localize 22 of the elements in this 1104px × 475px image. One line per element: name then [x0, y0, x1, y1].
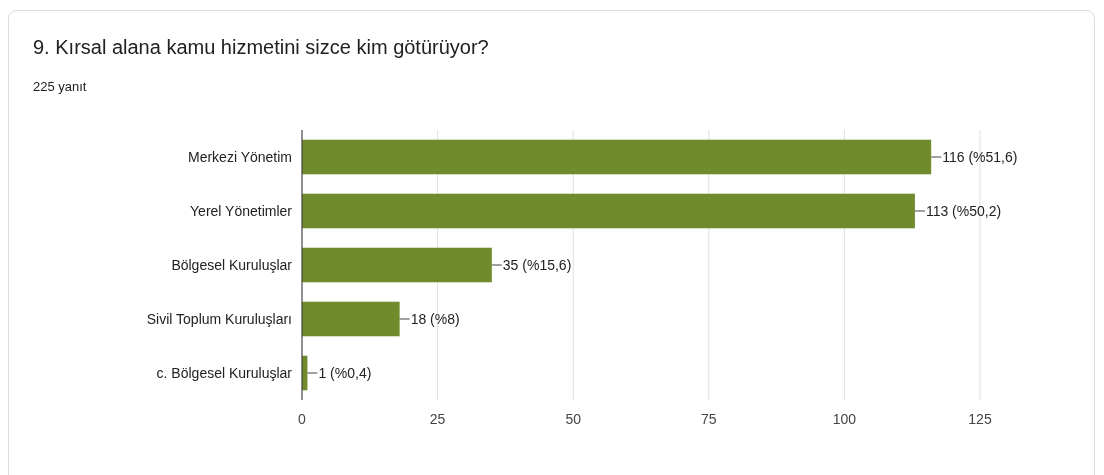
x-tick-label: 75	[701, 411, 717, 427]
data-label: 1 (%0,4)	[318, 364, 372, 381]
x-tick-label: 100	[832, 411, 857, 427]
x-tick-label: 25	[429, 411, 446, 427]
x-tick-label: 50	[565, 411, 582, 427]
data-label: 116 (%51,6)	[942, 148, 1018, 165]
data-label: 35 (%15,6)	[502, 256, 572, 273]
x-tick-label: 0	[298, 411, 307, 427]
text: 225 yanıt	[33, 79, 87, 94]
bar	[302, 247, 492, 283]
y-tick-label: Sivil Toplum Kuruluşları	[146, 310, 292, 327]
chart-title: 9. Kırsal alana kamu hizmetini sizce kim götürüyor?	[33, 36, 489, 58]
y-tick-label: c. Bölgesel Kuruluşlar	[156, 364, 293, 381]
y-tick-label: Merkezi Yönetim	[187, 148, 292, 165]
bar	[302, 301, 400, 337]
data-label: 18 (%8)	[410, 310, 460, 327]
y-tick-label: Yerel Yönetimler	[190, 202, 293, 219]
bar	[302, 139, 932, 175]
bar	[302, 193, 915, 229]
y-tick-label: Bölgesel Kuruluşlar	[171, 256, 293, 273]
x-tick-label: 125	[968, 411, 992, 427]
data-label: 113 (%50,2)	[925, 202, 1002, 219]
